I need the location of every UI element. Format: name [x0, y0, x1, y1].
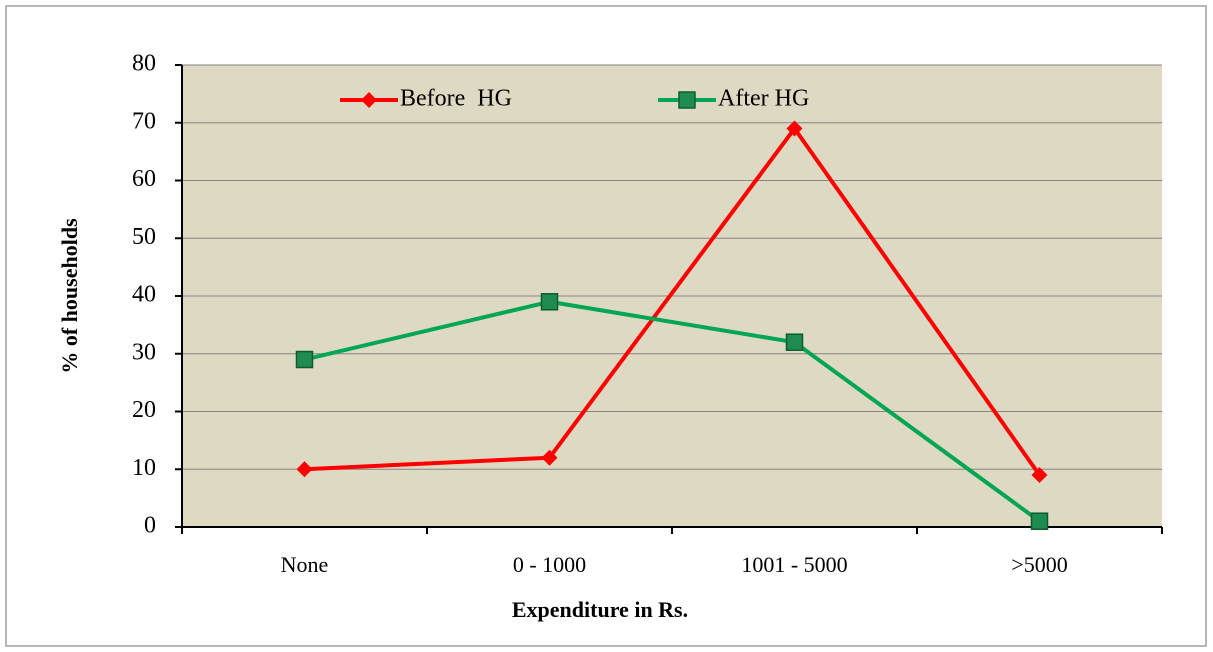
y-tick-label: 40: [132, 282, 156, 308]
series-line: [304, 126, 1042, 477]
x-tick-label: 1001 - 5000: [741, 552, 847, 577]
legend-label: After HG: [718, 86, 809, 112]
marker: [1030, 512, 1049, 530]
x-axis-title: Expenditure in Rs.: [512, 597, 688, 622]
marker: [786, 120, 803, 137]
y-tick-label: 60: [132, 166, 156, 192]
y-tick-label: 30: [132, 339, 156, 365]
x-tick-label: >5000: [1011, 552, 1067, 577]
x-tick-label: 0 - 1000: [513, 552, 586, 577]
y-tick-label: 70: [132, 108, 156, 134]
x-tick-label: None: [281, 552, 329, 577]
legend-label: Before HG: [400, 86, 512, 112]
legend-marker: [678, 91, 696, 109]
legend-marker: [361, 92, 377, 108]
y-tick-label: 50: [132, 224, 156, 250]
y-axis-title: % of households: [57, 218, 82, 374]
marker: [785, 333, 804, 351]
series-line: [304, 299, 1041, 523]
marker: [296, 461, 313, 478]
marker: [1031, 467, 1048, 484]
y-tick-label: 0: [144, 513, 156, 539]
marker: [295, 350, 314, 369]
y-tick-label: 20: [132, 397, 156, 423]
y-tick-label: 10: [132, 455, 156, 481]
y-tick-label: 80: [132, 51, 156, 77]
marker: [540, 293, 559, 311]
marker: [541, 449, 558, 466]
